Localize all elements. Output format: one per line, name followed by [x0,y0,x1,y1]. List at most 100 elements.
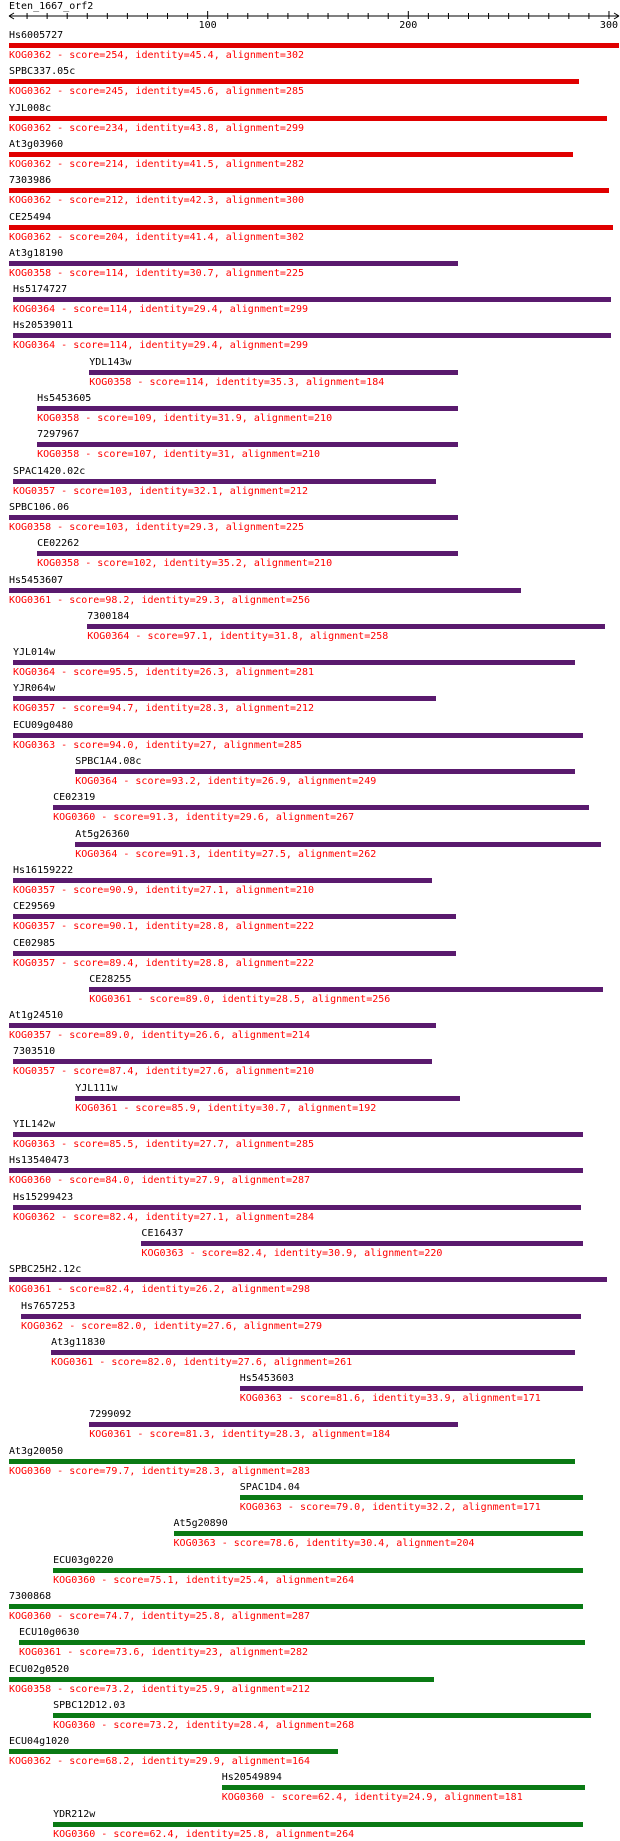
hit-alignment-bar[interactable] [13,1132,583,1137]
hit-name[interactable]: Hs5453603 [239,1373,294,1385]
hit-alignment-bar[interactable] [53,1712,591,1718]
hit-description[interactable]: KOG0362 - score=234, identity=43.8, alig… [9,122,305,134]
hit-alignment-bar[interactable] [141,1240,583,1246]
hit-description[interactable]: KOG0362 - score=212, identity=42.3, alig… [9,195,305,207]
hit-name[interactable]: At5g26360 [75,828,130,840]
hit-description[interactable]: KOG0360 - score=79.7, identity=28.3, ali… [9,1465,311,1477]
hit-alignment-bar[interactable] [89,1422,459,1428]
hit-description[interactable]: KOG0360 - score=62.4, identity=25.8, ali… [53,1828,355,1840]
hit-name[interactable]: ECU09g0480 [13,719,74,731]
hit-name[interactable]: SPBC337.05c [9,66,76,78]
hit-name[interactable]: 7300868 [9,1590,52,1602]
hit-description[interactable]: KOG0357 - score=87.4, identity=27.6, ali… [13,1066,315,1078]
hit-description[interactable]: KOG0363 - score=81.6, identity=33.9, ali… [239,1393,541,1405]
hit-alignment-bar[interactable] [13,732,583,738]
hit-name[interactable]: Hs5453607 [9,574,64,586]
hit-alignment-bar[interactable] [9,1603,583,1609]
hit-alignment-bar[interactable] [9,260,459,266]
hit-description[interactable]: KOG0362 - score=254, identity=45.4, alig… [9,50,305,61]
hit-name[interactable]: CE02985 [13,937,56,949]
hit-name[interactable]: YIL142w [13,1119,56,1130]
hit-description[interactable]: KOG0363 - score=78.6, identity=30.4, ali… [173,1538,475,1550]
hit-description[interactable]: KOG0361 - score=73.6, identity=23, align… [19,1647,309,1659]
hit-alignment-bar[interactable] [19,1640,585,1646]
hit-alignment-bar[interactable] [239,1386,583,1392]
hit-alignment-bar[interactable] [37,406,459,411]
hit-description[interactable]: KOG0358 - score=109, identity=31.9, alig… [37,413,333,424]
hit-description[interactable]: KOG0362 - score=68.2, identity=29.9, ali… [9,1756,311,1768]
hit-description[interactable]: KOG0363 - score=79.0, identity=32.2, ali… [239,1502,541,1513]
hit-name[interactable]: YDL143w [89,356,132,368]
hit-alignment-bar[interactable] [13,696,437,702]
hit-name[interactable]: 7297967 [37,429,80,441]
hit-name[interactable]: 7303510 [13,1046,56,1058]
hit-description[interactable]: KOG0358 - score=107, identity=31, alignm… [37,449,321,461]
hit-alignment-bar[interactable] [13,914,457,920]
hit-alignment-bar[interactable] [9,151,573,157]
hit-alignment-bar[interactable] [75,769,575,774]
hit-alignment-bar[interactable] [9,1458,575,1464]
hit-alignment-bar[interactable] [37,442,459,448]
hit-name[interactable]: At3g11830 [51,1336,106,1348]
hit-name[interactable]: CE16437 [141,1227,184,1239]
hit-description[interactable]: KOG0361 - score=82.0, identity=27.6, ali… [51,1356,353,1368]
hit-description[interactable]: KOG0363 - score=85.5, identity=27.7, ali… [13,1139,315,1150]
hit-description[interactable]: KOG0360 - score=84.0, identity=27.9, ali… [9,1175,311,1187]
hit-name[interactable]: ECU04g1020 [9,1736,70,1748]
hit-description[interactable]: KOG0362 - score=82.0, identity=27.6, ali… [21,1320,323,1332]
hit-name[interactable]: ECU03g0220 [53,1554,114,1566]
hit-alignment-bar[interactable] [9,1676,435,1682]
hit-description[interactable]: KOG0357 - score=94.7, identity=28.3, ali… [13,703,315,715]
hit-alignment-bar[interactable] [53,1821,583,1827]
hit-alignment-bar[interactable] [9,115,607,121]
hit-alignment-bar[interactable] [21,1313,581,1319]
hit-alignment-bar[interactable] [9,514,459,520]
hit-name[interactable]: 7299092 [89,1409,132,1421]
hit-description[interactable]: KOG0363 - score=82.4, identity=30.9, ali… [141,1247,443,1259]
hit-alignment-bar[interactable] [9,1749,339,1755]
hit-alignment-bar[interactable] [173,1531,583,1537]
hit-alignment-bar[interactable] [53,805,589,811]
hit-description[interactable]: KOG0364 - score=114, identity=29.4, alig… [13,304,309,316]
hit-name[interactable]: YJL008c [9,102,52,114]
hit-description[interactable]: KOG0361 - score=85.9, identity=30.7, ali… [75,1102,377,1114]
hit-description[interactable]: KOG0358 - score=103, identity=29.3, alig… [9,521,305,533]
hit-alignment-bar[interactable] [9,1023,437,1029]
hit-name[interactable]: SPBC1A4.08c [75,756,142,767]
hit-alignment-bar[interactable] [51,1349,575,1355]
hit-name[interactable]: CE02319 [53,792,96,804]
hit-description[interactable]: KOG0362 - score=245, identity=45.6, alig… [9,86,305,98]
hit-name[interactable]: 7300184 [87,610,130,622]
hit-alignment-bar[interactable] [13,297,611,303]
hit-name[interactable]: YJL111w [75,1082,118,1094]
hit-name[interactable]: ECU10g0630 [19,1627,80,1639]
hit-description[interactable]: KOG0360 - score=73.2, identity=28.4, ali… [53,1719,355,1731]
hit-alignment-bar[interactable] [9,587,521,593]
hit-description[interactable]: KOG0362 - score=214, identity=41.5, alig… [9,158,305,170]
hit-alignment-bar[interactable] [9,224,613,230]
hit-alignment-bar[interactable] [13,1059,433,1065]
hit-alignment-bar[interactable] [13,660,575,666]
hit-alignment-bar[interactable] [221,1785,585,1791]
hit-name[interactable]: SPAC1D4.04 [239,1482,300,1493]
hit-name[interactable]: At3g03960 [9,138,64,150]
hit-description[interactable]: KOG0358 - score=73.2, identity=25.9, ali… [9,1683,311,1695]
hit-name[interactable]: YJR064w [13,683,56,695]
hit-name[interactable]: YDR212w [53,1808,96,1820]
hit-name[interactable]: Hs6005727 [9,30,64,41]
hit-name[interactable]: Hs5453605 [37,393,92,404]
hit-description[interactable]: KOG0360 - score=75.1, identity=25.4, ali… [53,1574,355,1586]
hit-name[interactable]: SPBC106.06 [9,501,70,513]
hit-description[interactable]: KOG0361 - score=81.3, identity=28.3, ali… [89,1429,391,1441]
hit-name[interactable]: CE28255 [89,973,132,985]
hit-alignment-bar[interactable] [9,188,609,194]
hit-description[interactable]: KOG0357 - score=90.1, identity=28.8, ali… [13,921,315,933]
hit-name[interactable]: Hs13540473 [9,1155,70,1167]
hit-description[interactable]: KOG0358 - score=102, identity=35.2, alig… [37,558,333,570]
hit-description[interactable]: KOG0364 - score=114, identity=29.4, alig… [13,340,309,352]
hit-description[interactable]: KOG0364 - score=95.5, identity=26.3, ali… [13,667,315,679]
hit-alignment-bar[interactable] [9,1168,583,1174]
hit-alignment-bar[interactable] [9,43,619,48]
hit-description[interactable]: KOG0361 - score=89.0, identity=28.5, ali… [89,993,391,1005]
hit-name[interactable]: YJL014w [13,647,56,659]
